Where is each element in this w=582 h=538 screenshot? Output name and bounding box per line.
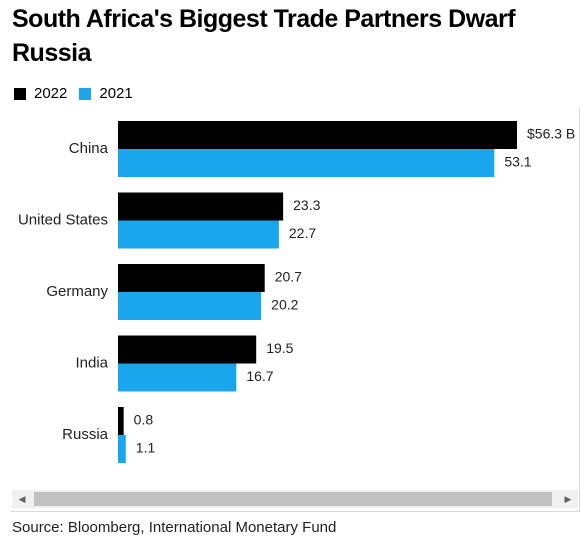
scrollbar-thumb[interactable] [34, 492, 552, 506]
legend-label-2022: 2022 [34, 85, 68, 102]
bar-germany-2022 [118, 264, 265, 292]
legend-swatch-2021 [79, 88, 92, 100]
bar-russia-2021 [118, 435, 126, 463]
bar-china-2021 [118, 149, 495, 177]
bar-united-states-2022 [118, 192, 284, 221]
bar-russia-2022 [118, 407, 124, 435]
category-label-china: China [69, 140, 109, 157]
category-label-russia: Russia [62, 426, 109, 443]
bar-india-2021 [118, 363, 237, 392]
bar-chart: China $56.3 B 53.1 United States 23.3 22.7 Ger… [18, 121, 575, 463]
legend-item-2021: 2021 [79, 84, 133, 104]
category-label-germany: Germany [46, 283, 108, 300]
bar-germany-2021 [118, 292, 262, 320]
chart-frame [10, 108, 580, 512]
data-label-united-states-2021: 22.7 [289, 225, 316, 241]
category-label-india: India [75, 354, 108, 371]
data-label-united-states-2022: 23.3 [293, 197, 320, 213]
legend: 2022 2021 [14, 84, 145, 104]
data-label-china-2022: $56.3 B [527, 126, 575, 142]
horizontal-scrollbar[interactable]: ◀ ▶ [12, 490, 578, 508]
bar-china-2022 [118, 121, 517, 149]
category-label-united-states: United States [18, 211, 108, 228]
legend-label-2021: 2021 [99, 85, 133, 102]
data-label-russia-2022: 0.8 [134, 412, 154, 428]
data-label-china-2021: 53.1 [504, 154, 531, 170]
legend-item-2022: 2022 [14, 84, 67, 104]
data-label-germany-2022: 20.7 [275, 269, 302, 285]
scroll-left-icon[interactable]: ◀ [18, 494, 26, 504]
data-label-india-2021: 16.7 [246, 368, 273, 384]
bar-united-states-2021 [118, 220, 279, 249]
source-note: Source: Bloomberg, International Monetar… [12, 519, 337, 536]
scroll-right-icon[interactable]: ▶ [564, 494, 572, 504]
legend-swatch-2022 [14, 88, 26, 100]
data-label-india-2022: 19.5 [266, 340, 293, 356]
bar-india-2022 [118, 335, 257, 364]
chart-title: South Africa's Biggest Trade Partners Dw… [12, 5, 516, 67]
data-label-germany-2021: 20.2 [271, 297, 298, 313]
data-label-russia-2021: 1.1 [136, 440, 156, 456]
